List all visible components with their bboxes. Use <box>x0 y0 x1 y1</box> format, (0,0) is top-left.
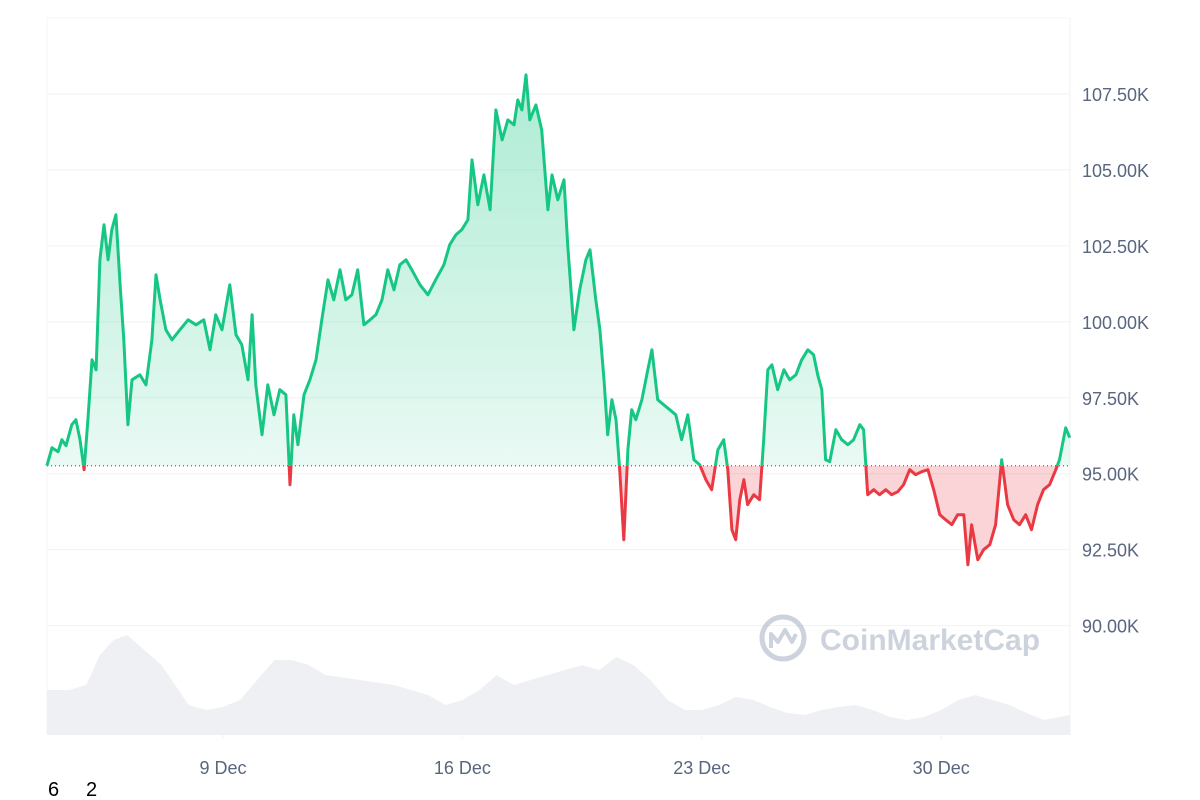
y-tick-label: 90.00K <box>1082 617 1139 637</box>
y-tick-label: 100.00K <box>1082 313 1149 333</box>
x-tick-label: 23 Dec <box>673 758 730 778</box>
price-line-down <box>47 465 1059 567</box>
y-tick-label: 105.00K <box>1082 161 1149 181</box>
watermark-text: CoinMarketCap <box>820 624 1040 657</box>
footer-text: 2 <box>86 779 97 800</box>
x-tick-label: 16 Dec <box>434 758 491 778</box>
y-tick-label: 95.00K <box>1082 465 1139 485</box>
y-tick-label: 102.50K <box>1082 237 1149 257</box>
x-tick-label: 9 Dec <box>199 758 246 778</box>
area-up <box>46 74 1070 466</box>
y-tick-label: 92.50K <box>1082 541 1139 561</box>
x-tick-label: 30 Dec <box>913 758 970 778</box>
watermark: CoinMarketCap <box>759 614 1040 662</box>
plot: 90.00K 92.50K 95.00K 97.50K 100.00K 102.50K 10… <box>45 17 1149 778</box>
price-line-up <box>45 73 1072 466</box>
area-down <box>83 465 1058 565</box>
y-tick-label: 97.50K <box>1082 389 1139 409</box>
footer-text: 6 <box>48 779 59 800</box>
y-tick-label: 107.50K <box>1082 85 1149 105</box>
volume-area <box>46 635 1070 735</box>
